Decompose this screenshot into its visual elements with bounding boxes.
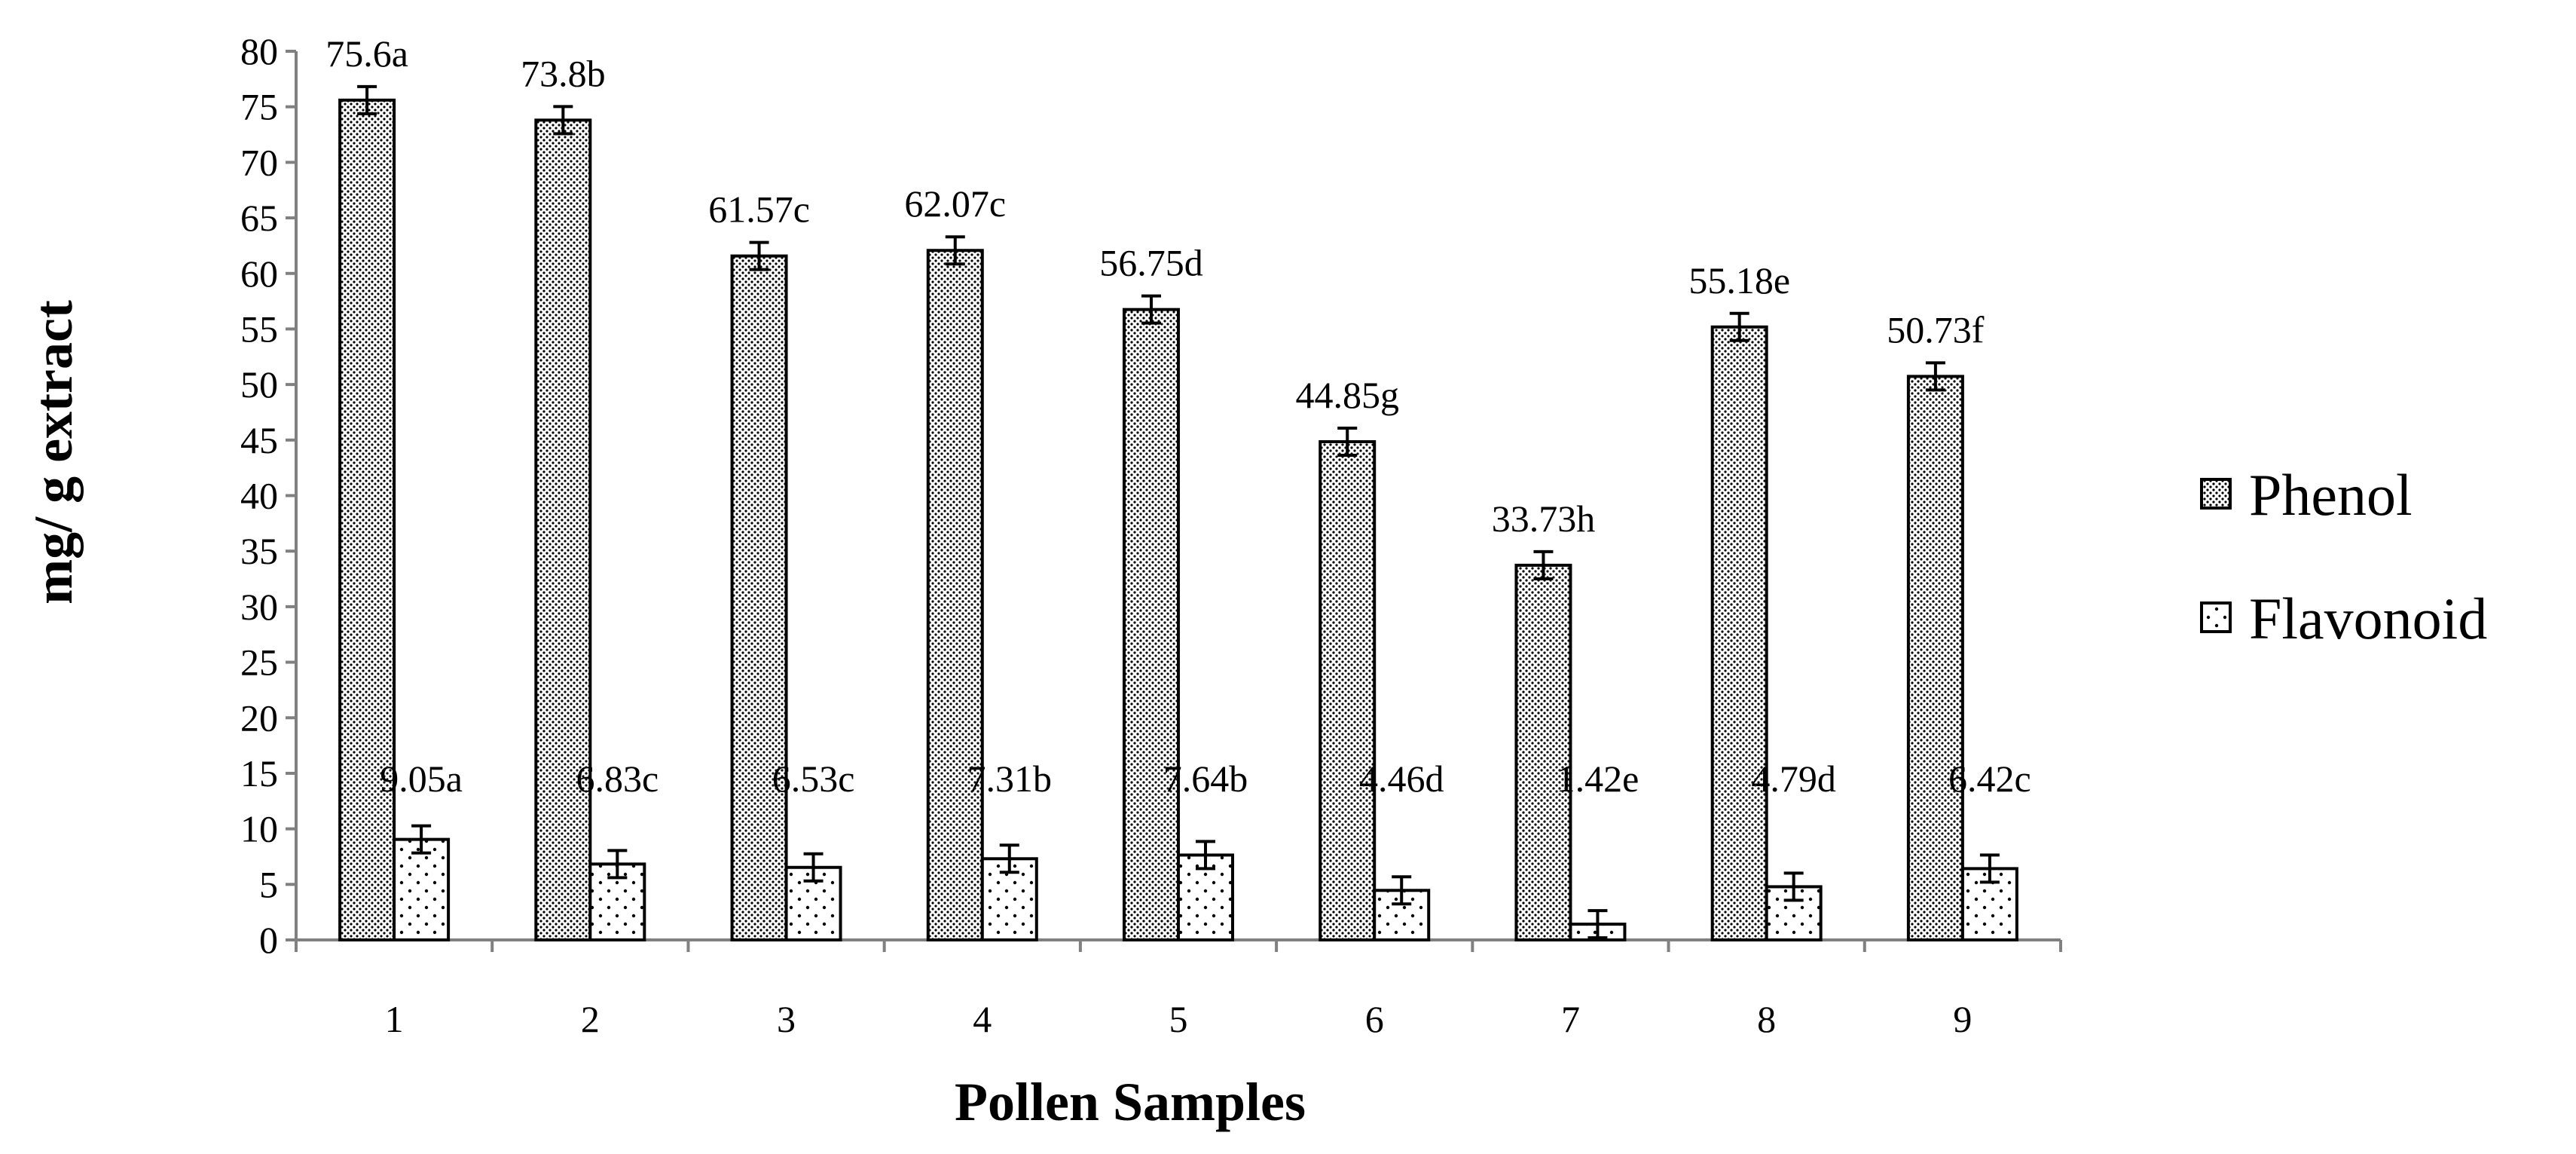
y-tick-label: 50 xyxy=(240,363,278,406)
x-tick-label: 3 xyxy=(777,998,796,1040)
bar-phenol xyxy=(730,254,788,941)
y-axis-title: mg/ g extract xyxy=(23,300,84,605)
data-label-phenol: 50.73f xyxy=(1887,308,1985,350)
y-tick-label: 35 xyxy=(240,530,278,572)
bar-phenol xyxy=(1514,563,1572,941)
y-tick-label: 10 xyxy=(240,808,278,850)
bar-phenol xyxy=(926,249,984,942)
data-label-phenol: 33.73h xyxy=(1492,497,1596,540)
x-tick-label: 7 xyxy=(1561,998,1580,1040)
y-tick-label: 45 xyxy=(240,419,278,461)
bar-phenol xyxy=(1319,440,1377,941)
data-label-phenol: 56.75d xyxy=(1099,242,1203,284)
x-tick-label: 9 xyxy=(1953,998,1972,1040)
legend: Phenol Flavonoid xyxy=(2200,462,2487,651)
data-label-phenol: 44.85g xyxy=(1295,374,1399,416)
data-label-flavonoid: 6.83c xyxy=(576,758,659,800)
y-tick-label: 25 xyxy=(240,641,278,684)
data-label-phenol: 55.18e xyxy=(1688,259,1790,302)
data-label-flavonoid: 1.42e xyxy=(1557,758,1639,800)
x-tick-label: 8 xyxy=(1757,998,1776,1040)
data-label-flavonoid: 9.05a xyxy=(380,758,463,800)
y-tick-label: 70 xyxy=(240,141,278,183)
data-label-phenol: 61.57c xyxy=(708,188,810,231)
x-tick-label: 4 xyxy=(973,998,992,1040)
data-label-phenol: 73.8b xyxy=(521,52,606,94)
data-label-phenol: 62.07c xyxy=(904,182,1006,225)
data-label-flavonoid: 6.42c xyxy=(1948,758,2031,800)
bar-phenol xyxy=(338,98,396,942)
data-label-flavonoid: 6.53c xyxy=(772,758,855,800)
y-tick-label: 55 xyxy=(240,308,278,350)
data-label-flavonoid: 7.31b xyxy=(967,758,1053,800)
x-axis-title: Pollen Samples xyxy=(955,1072,1306,1132)
y-tick-label: 80 xyxy=(240,30,278,72)
x-tick-label: 2 xyxy=(581,998,600,1040)
y-tick-label: 15 xyxy=(240,752,278,794)
x-tick-label: 1 xyxy=(385,998,404,1040)
y-tick-label: 60 xyxy=(240,253,278,295)
y-tick-label: 20 xyxy=(240,696,278,739)
bar-phenol xyxy=(1906,375,1964,941)
x-tick-label: 5 xyxy=(1169,998,1188,1040)
x-tick-label: 6 xyxy=(1365,998,1384,1040)
y-tick-label: 0 xyxy=(259,919,278,961)
y-tick-label: 30 xyxy=(240,586,278,628)
legend-swatch-flavonoid xyxy=(2200,601,2232,633)
legend-label-phenol: Phenol xyxy=(2249,462,2413,528)
bar-flavonoid xyxy=(393,837,451,941)
data-label-flavonoid: 4.79d xyxy=(1751,758,1836,800)
bar-phenol xyxy=(534,118,592,941)
y-tick-label: 5 xyxy=(259,863,278,905)
y-tick-label: 65 xyxy=(240,197,278,239)
data-label-flavonoid: 7.64b xyxy=(1163,758,1248,800)
bar-flavonoid xyxy=(1765,885,1823,941)
y-tick-label: 40 xyxy=(240,475,278,517)
y-tick-label: 75 xyxy=(240,86,278,128)
data-label-flavonoid: 4.46d xyxy=(1359,758,1444,800)
legend-swatch-phenol xyxy=(2200,478,2232,510)
bar-phenol xyxy=(1123,308,1180,942)
data-label-phenol: 75.6a xyxy=(325,32,408,75)
bar-phenol xyxy=(1710,325,1768,942)
legend-label-flavonoid: Flavonoid xyxy=(2249,586,2487,651)
